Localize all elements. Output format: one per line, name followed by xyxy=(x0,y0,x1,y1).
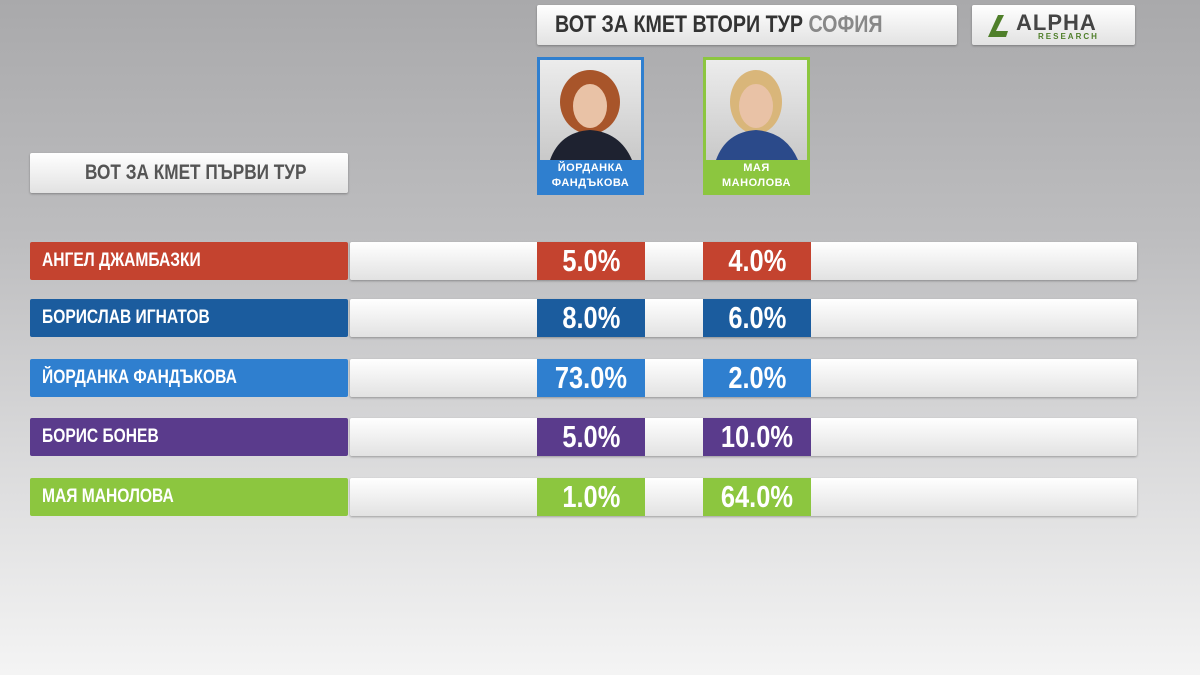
value-box: 5.0% xyxy=(537,242,645,280)
title-text: ВОТ ЗА КМЕТ ВТОРИ ТУР СОФИЯ xyxy=(555,11,883,39)
value-box: 1.0% xyxy=(537,478,645,516)
title-box: ВОТ ЗА КМЕТ ВТОРИ ТУР СОФИЯ xyxy=(537,5,957,45)
candidate-name-line: МАЯ xyxy=(743,162,770,174)
value: 73.0% xyxy=(554,360,628,395)
row-label: АНГЕЛ ДЖАМБАЗКИ xyxy=(42,250,201,271)
value: 1.0% xyxy=(562,479,620,514)
candidate-card: МАЯ МАНОЛОВА xyxy=(703,57,810,195)
row-label: МАЯ МАНОЛОВА xyxy=(42,486,174,507)
value: 6.0% xyxy=(728,300,786,335)
value-box: 64.0% xyxy=(703,478,811,516)
value: 10.0% xyxy=(720,419,794,454)
row-label: БОРИС БОНЕВ xyxy=(42,426,159,447)
candidate-name-line: МАНОЛОВА xyxy=(722,177,791,189)
title: ВОТ ЗА КМЕТ ВТОРИ ТУР xyxy=(555,11,803,38)
value-box: 6.0% xyxy=(703,299,811,337)
section-box: ВОТ ЗА КМЕТ ПЪРВИ ТУР xyxy=(30,153,348,193)
row-label-box: АНГЕЛ ДЖАМБАЗКИ xyxy=(30,242,348,280)
value: 8.0% xyxy=(562,300,620,335)
value-box: 73.0% xyxy=(537,359,645,397)
value-box: 4.0% xyxy=(703,242,811,280)
value-box: 10.0% xyxy=(703,418,811,456)
city: СОФИЯ xyxy=(808,11,883,38)
row-label: БОРИСЛАВ ИГНАТОВ xyxy=(42,307,210,328)
value: 2.0% xyxy=(728,360,786,395)
portrait xyxy=(550,70,632,160)
value: 5.0% xyxy=(562,419,620,454)
candidate-photo xyxy=(706,60,807,160)
value: 5.0% xyxy=(562,243,620,278)
candidate-name: МАЯ МАНОЛОВА xyxy=(706,161,807,195)
row-label-box: БОРИС БОНЕВ xyxy=(30,418,348,456)
logo-icon xyxy=(988,15,1008,37)
value: 4.0% xyxy=(728,243,786,278)
logo-name: ALPHA xyxy=(1016,10,1097,35)
candidate-name-line: ЙОРДАНКА xyxy=(557,162,624,174)
value-box: 5.0% xyxy=(537,418,645,456)
section-label: ВОТ ЗА КМЕТ ПЪРВИ ТУР xyxy=(85,161,307,184)
value: 64.0% xyxy=(720,479,794,514)
candidate-card: ЙОРДАНКА ФАНДЪКОВА xyxy=(537,57,644,195)
candidate-photo xyxy=(540,60,641,160)
row-label-box: МАЯ МАНОЛОВА xyxy=(30,478,348,516)
value-box: 8.0% xyxy=(537,299,645,337)
logo-box: ALPHA RESEARCH xyxy=(972,5,1135,45)
candidate-name-line: ФАНДЪКОВА xyxy=(551,177,630,189)
row-label-box: БОРИСЛАВ ИГНАТОВ xyxy=(30,299,348,337)
row-label: ЙОРДАНКА ФАНДЪКОВА xyxy=(42,367,237,388)
value-box: 2.0% xyxy=(703,359,811,397)
logo-sub: RESEARCH xyxy=(1038,32,1099,41)
candidate-name: ЙОРДАНКА ФАНДЪКОВА xyxy=(540,161,641,195)
portrait xyxy=(716,70,798,160)
row-label-box: ЙОРДАНКА ФАНДЪКОВА xyxy=(30,359,348,397)
